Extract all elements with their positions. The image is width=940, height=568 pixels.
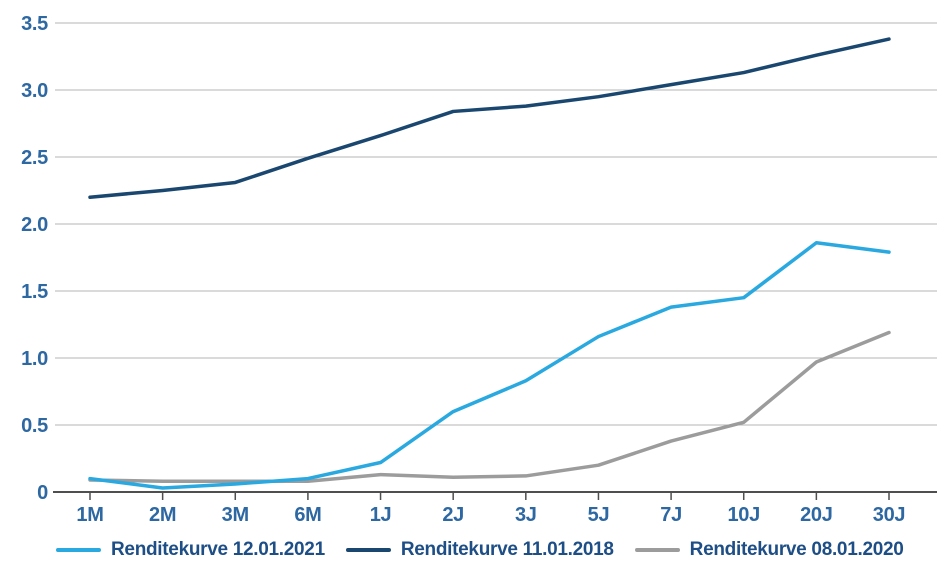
y-tick-label: 2.0	[21, 214, 48, 236]
legend-label-2021: Renditekurve 12.01.2021	[111, 539, 325, 560]
chart-legend: Renditekurve 12.01.2021 Renditekurve 11.…	[56, 539, 904, 561]
x-tick-label: 2M	[149, 504, 176, 526]
y-tick-label: 3.0	[21, 80, 48, 102]
legend-item-renditekurve-2018[interactable]: Renditekurve 11.01.2018	[345, 539, 614, 561]
x-tick-label: 1J	[370, 504, 392, 526]
series-line-1	[88, 37, 891, 199]
legend-swatch-line-2018	[345, 548, 391, 552]
x-tick-label: 3M	[222, 504, 249, 526]
y-tick-label: 2.5	[21, 147, 48, 169]
x-tick-label: 30J	[873, 504, 905, 526]
y-tick-label: 1.5	[21, 281, 48, 303]
x-tick-label: 5J	[588, 504, 610, 526]
series-line-2	[88, 330, 891, 484]
x-tick-label: 6M	[294, 504, 321, 526]
x-tick-label: 3J	[515, 504, 537, 526]
y-tick-label: 1.0	[21, 348, 48, 370]
x-tick-label: 7J	[660, 504, 682, 526]
legend-swatch-line-2020	[634, 548, 680, 552]
series-line-0	[88, 241, 891, 490]
legend-swatch-line-2021	[56, 548, 101, 552]
legend-item-renditekurve-2020[interactable]: Renditekurve 08.01.2020	[634, 539, 904, 561]
legend-label-2018: Renditekurve 11.01.2018	[400, 539, 614, 560]
x-tick-label: 2J	[442, 504, 464, 526]
legend-item-renditekurve-2021[interactable]: Renditekurve 12.01.2021	[56, 539, 325, 561]
x-tick-label: 10J	[727, 504, 759, 526]
y-tick-label: 0	[37, 482, 48, 504]
x-tick-label: 20J	[800, 504, 832, 526]
x-tick-label: 1M	[76, 504, 103, 526]
chart-canvas: 0 0.5 1.0 1.5 2.0 2.5 3.0 3.5 1M 2M 3M 6M 1J 2J 3J 5J 7J…	[21, 13, 937, 526]
y-tick-label: 3.5	[21, 13, 48, 35]
y-tick-label: 0.5	[21, 415, 48, 437]
legend-label-2020: Renditekurve 08.01.2020	[689, 539, 904, 560]
